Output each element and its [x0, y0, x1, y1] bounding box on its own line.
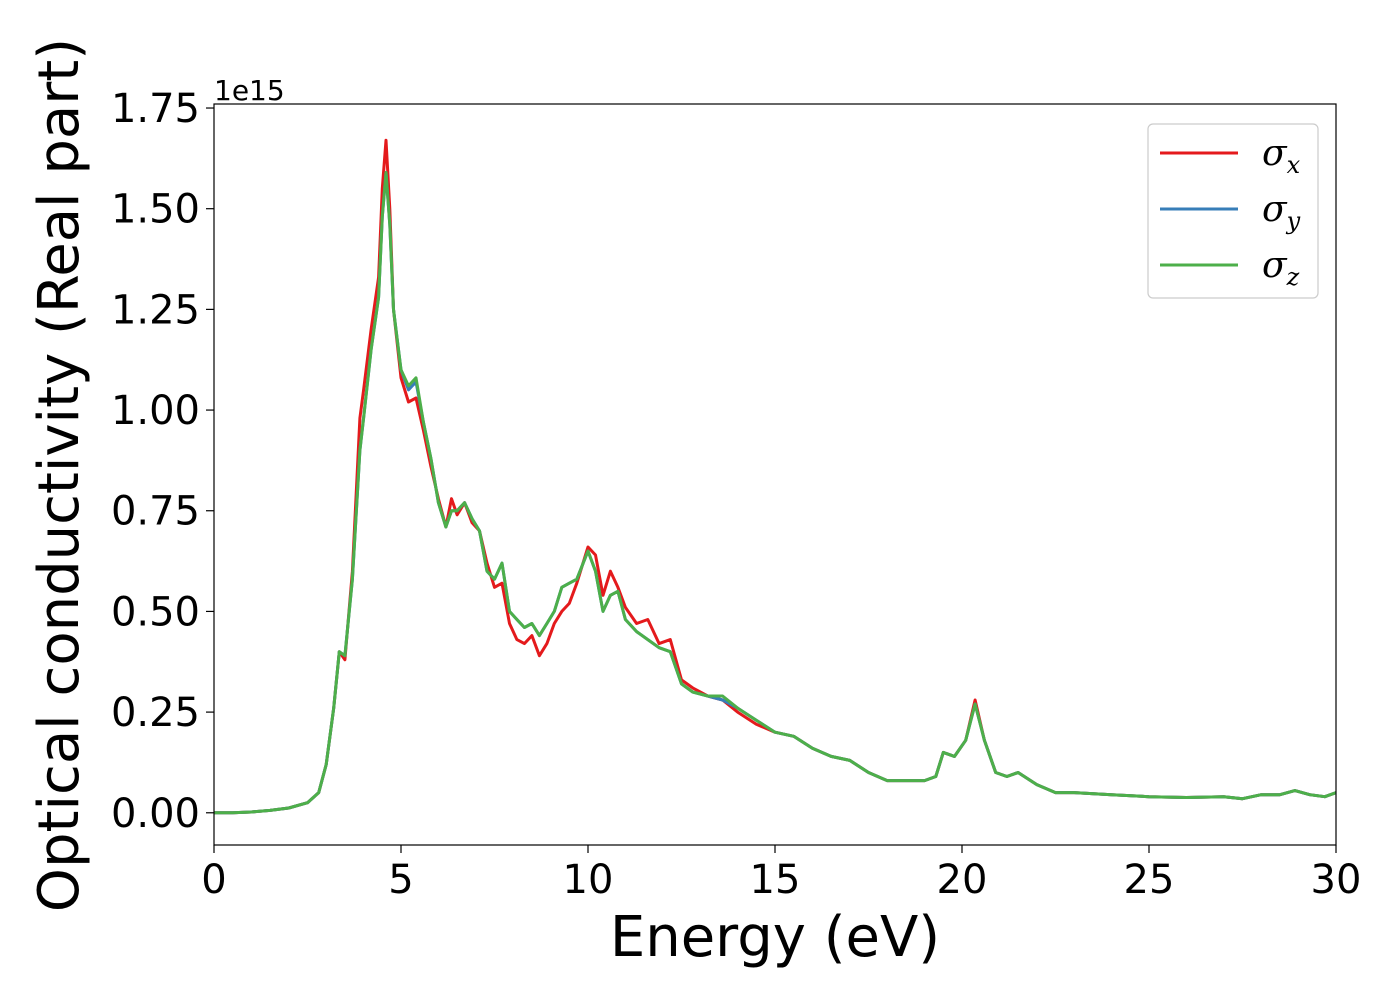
legend-label-sigma-z: σz [1262, 245, 1300, 291]
y-tick-label: 0.75 [111, 489, 200, 535]
legend-frame [1147, 123, 1319, 299]
legend-label-sigma-y: σy [1262, 189, 1301, 235]
y-tick-label: 1.00 [111, 388, 200, 434]
y-offset-label: 1e15 [214, 74, 285, 107]
y-tick-label: 1.75 [111, 86, 200, 132]
legend-symbol: σ [1262, 245, 1288, 286]
legend-subscript: x [1287, 151, 1301, 179]
x-tick-label: 25 [1124, 857, 1175, 903]
x-tick-label: 5 [388, 857, 413, 903]
y-axis-label: Optical conductivity (Real part) [27, 38, 92, 912]
y-tick-label: 1.50 [111, 187, 200, 233]
y-axis-ticks: 0.00 0.25 0.50 0.75 1.00 1.25 1.50 1.75 [111, 86, 214, 837]
x-axis-label: Energy (eV) [610, 905, 940, 970]
y-tick-label: 0.50 [111, 589, 200, 635]
y-tick-label: 1.25 [111, 287, 200, 333]
legend-subscript: z [1286, 263, 1300, 291]
x-tick-label: 0 [201, 857, 226, 903]
legend-symbol: σ [1262, 189, 1288, 230]
x-tick-label: 20 [937, 857, 988, 903]
x-axis-ticks: 0 5 10 15 20 25 30 [201, 845, 1361, 903]
x-tick-label: 15 [750, 857, 801, 903]
y-tick-label: 0.00 [111, 791, 200, 837]
legend-symbol: σ [1262, 133, 1288, 174]
series-line-sigma-z [214, 171, 1336, 815]
legend-label-sigma-x: σx [1262, 133, 1301, 179]
y-tick-label: 0.25 [111, 690, 200, 736]
x-tick-label: 10 [563, 857, 614, 903]
x-tick-label: 30 [1311, 857, 1362, 903]
series-layer [214, 138, 1336, 815]
legend-subscript: y [1286, 207, 1301, 235]
